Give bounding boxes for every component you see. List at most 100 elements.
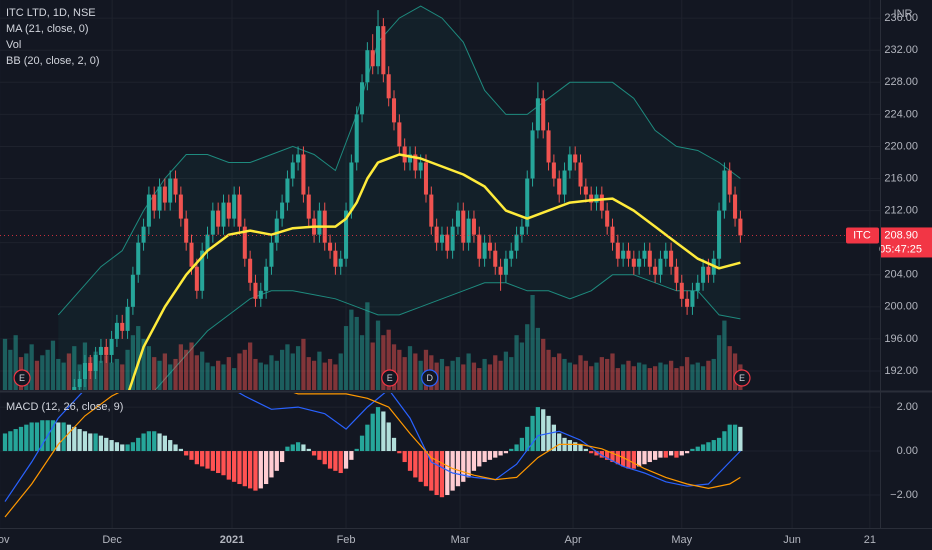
volume-bar [269, 355, 274, 390]
volume-bar [391, 344, 397, 390]
volume-bar [120, 364, 125, 390]
macd-histogram-bar [589, 451, 594, 454]
macd-histogram-bar [82, 431, 88, 452]
macd-histogram-bar [573, 442, 578, 452]
candle-body [194, 266, 199, 291]
volume-bar [402, 357, 407, 390]
volume-bar [631, 366, 636, 390]
volume-bar [322, 362, 327, 390]
x-tick-label: Feb [337, 534, 356, 546]
volume-bar [397, 349, 402, 390]
volume-bar [594, 362, 599, 390]
volume-bar [546, 349, 551, 390]
volume-bar [722, 320, 727, 390]
macd-histogram-bar [365, 424, 370, 452]
ma-line [127, 153, 741, 390]
volume-bar [647, 368, 652, 390]
macd-histogram-bar [557, 433, 562, 452]
volume-bar [615, 368, 620, 390]
candle-body [391, 98, 397, 123]
volume-bar [40, 355, 45, 390]
macd-histogram-bar [583, 448, 588, 452]
volume-bar [567, 362, 572, 390]
macd-histogram-bar [269, 451, 274, 478]
x-tick-label: May [671, 534, 692, 546]
candle-body [242, 226, 247, 259]
y-tick-label: 0.00 [897, 445, 918, 457]
candle-body [599, 194, 604, 211]
volume-bar [583, 360, 588, 390]
macd-histogram-bar [493, 451, 498, 458]
candle-body [647, 250, 652, 267]
macd-histogram-bar [146, 431, 152, 452]
volume-bar [562, 358, 567, 390]
volume-bar [141, 338, 146, 390]
macd-histogram-bar [2, 433, 8, 452]
event-marker [421, 369, 439, 387]
candle-body [290, 162, 295, 179]
volume-bar [237, 353, 242, 390]
macd-histogram-bar [711, 440, 716, 452]
candle-body [482, 242, 487, 259]
macd-histogram-bar [525, 426, 530, 452]
macd-histogram-bar [455, 451, 461, 487]
volume-bar [439, 358, 445, 390]
candle-body [168, 178, 173, 203]
candle-body [626, 250, 631, 259]
volume-bar [599, 357, 604, 390]
macd-histogram-bar [519, 437, 525, 452]
candle-body [519, 226, 524, 235]
macd-histogram-bar [722, 431, 727, 452]
candle-body [535, 98, 540, 131]
volume-bar [258, 362, 263, 390]
candle-body [706, 266, 711, 275]
x-tick-label: Mar [451, 534, 470, 546]
signal-line [4, 393, 741, 518]
macd-histogram-bar [301, 444, 306, 452]
volume-bar [535, 327, 541, 390]
volume-bar [679, 366, 684, 390]
volume-bar [216, 360, 221, 390]
volume-bar [2, 338, 8, 390]
event-label: D [426, 373, 433, 383]
candle-body [637, 258, 642, 267]
y-tick-label: 224.00 [884, 108, 918, 120]
volume-bar [109, 362, 114, 390]
candle-body [514, 234, 519, 251]
macd-histogram-bar [621, 451, 626, 467]
macd-histogram-bar [237, 451, 242, 485]
volume-bar [610, 353, 615, 390]
volume-bar [205, 362, 210, 390]
macd-histogram-bar [258, 451, 263, 489]
candle-body [205, 234, 210, 251]
axes: 192.00196.00200.00204.00208.00212.00216.… [0, 12, 932, 546]
chart-title: ITC LTD, 1D, NSE [6, 7, 96, 19]
event-label: E [739, 373, 745, 383]
candle-body [477, 234, 482, 259]
volume-bar [541, 338, 546, 390]
candle-body [562, 170, 567, 195]
volume-bar [684, 357, 690, 390]
macd-histogram-bar [205, 451, 210, 469]
macd-histogram-bar [125, 444, 130, 452]
macd-histogram-bar [663, 451, 668, 458]
macd-histogram-bar [413, 451, 418, 478]
volume-bar [727, 346, 732, 390]
candle-body [690, 290, 695, 307]
volume-bar [493, 355, 498, 390]
volume-bar [466, 353, 471, 390]
volume-bar [359, 335, 365, 390]
macd-histogram-bar [263, 451, 269, 485]
candle-body [226, 202, 231, 219]
volume-bar [333, 364, 338, 390]
x-tick-label: 21 [864, 534, 876, 546]
macd-histogram-bar [242, 451, 247, 487]
candle-body [418, 162, 423, 171]
macd-histogram-bar [637, 451, 642, 467]
candle-body [173, 178, 178, 195]
macd-histogram-bar [594, 451, 599, 456]
candle-body [573, 154, 578, 163]
macd-histogram-bar [61, 422, 66, 452]
volume-bar [146, 346, 152, 390]
currency: INR [894, 8, 913, 20]
